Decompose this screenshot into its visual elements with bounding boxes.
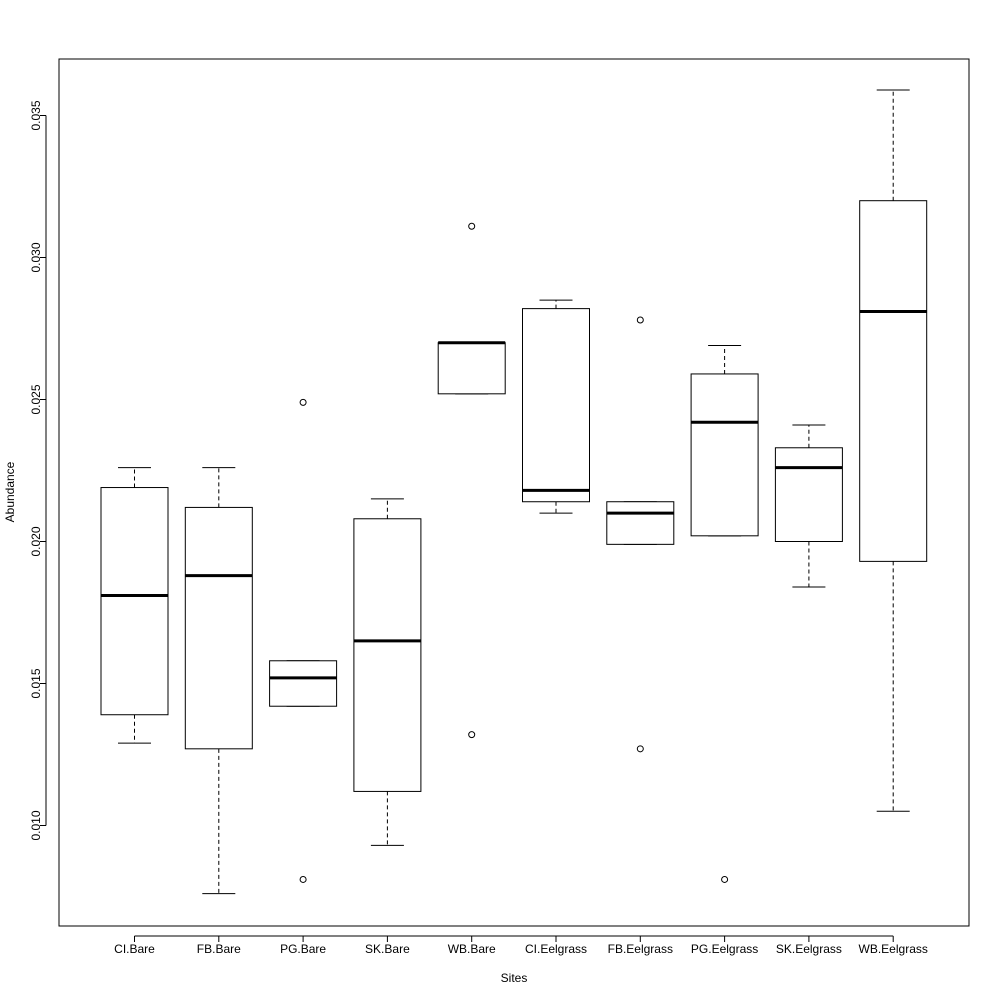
box-group bbox=[690, 345, 759, 883]
x-axis-label: Sites bbox=[501, 971, 528, 985]
x-tick-label: WB.Eelgrass bbox=[859, 942, 928, 956]
x-tick-label: PG.Bare bbox=[280, 942, 326, 956]
box-iqr bbox=[606, 501, 675, 545]
y-axis: 0.010 0.015 0.020 0.025 0.030 0.035 bbox=[29, 100, 47, 841]
y-tick-label: 0.025 bbox=[29, 384, 43, 414]
x-tick-label: CI.Eelgrass bbox=[525, 942, 587, 956]
box-iqr bbox=[690, 373, 759, 537]
box-iqr bbox=[353, 518, 422, 792]
y-tick-label: 0.035 bbox=[29, 100, 43, 130]
box-iqr bbox=[522, 308, 590, 503]
box-iqr bbox=[437, 342, 506, 395]
box-iqr bbox=[269, 660, 338, 707]
box-group bbox=[100, 467, 169, 744]
box-group bbox=[606, 316, 675, 753]
x-tick-label: SK.Bare bbox=[365, 942, 410, 956]
x-tick-label: WB.Bare bbox=[448, 942, 496, 956]
x-tick-label: SK.Eelgrass bbox=[776, 942, 842, 956]
y-tick-label: 0.030 bbox=[29, 242, 43, 272]
plot-frame bbox=[58, 58, 970, 927]
outlier-point bbox=[636, 745, 644, 753]
box-iqr bbox=[100, 487, 169, 716]
outlier-point bbox=[636, 316, 644, 324]
box-group bbox=[859, 89, 928, 812]
outlier-point bbox=[299, 875, 307, 883]
x-tick-label: PG.Eelgrass bbox=[691, 942, 758, 956]
y-tick-label: 0.015 bbox=[29, 668, 43, 698]
outlier-point bbox=[468, 731, 476, 739]
box-iqr bbox=[184, 506, 253, 750]
outlier-point bbox=[721, 875, 729, 883]
boxes-layer bbox=[100, 89, 928, 895]
outlier-point bbox=[299, 398, 307, 406]
x-tick-label: FB.Bare bbox=[197, 942, 241, 956]
x-tick-label: CI.Bare bbox=[114, 942, 155, 956]
box-iqr bbox=[774, 447, 843, 542]
y-tick-label: 0.010 bbox=[29, 810, 43, 840]
y-tick-label: 0.020 bbox=[29, 526, 43, 556]
box-group bbox=[184, 467, 253, 895]
box-group bbox=[437, 222, 506, 739]
box-group bbox=[522, 299, 590, 514]
x-axis: CI.Bare FB.Bare PG.Bare SK.Bare WB.Bare CI.Ee… bbox=[114, 935, 928, 956]
y-axis-label: Abundance bbox=[3, 461, 17, 522]
box-group bbox=[774, 424, 843, 588]
outlier-point bbox=[468, 222, 476, 230]
x-tick-label: FB.Eelgrass bbox=[608, 942, 673, 956]
box-group bbox=[353, 498, 422, 846]
box-iqr bbox=[859, 200, 928, 562]
box-group bbox=[269, 398, 338, 883]
